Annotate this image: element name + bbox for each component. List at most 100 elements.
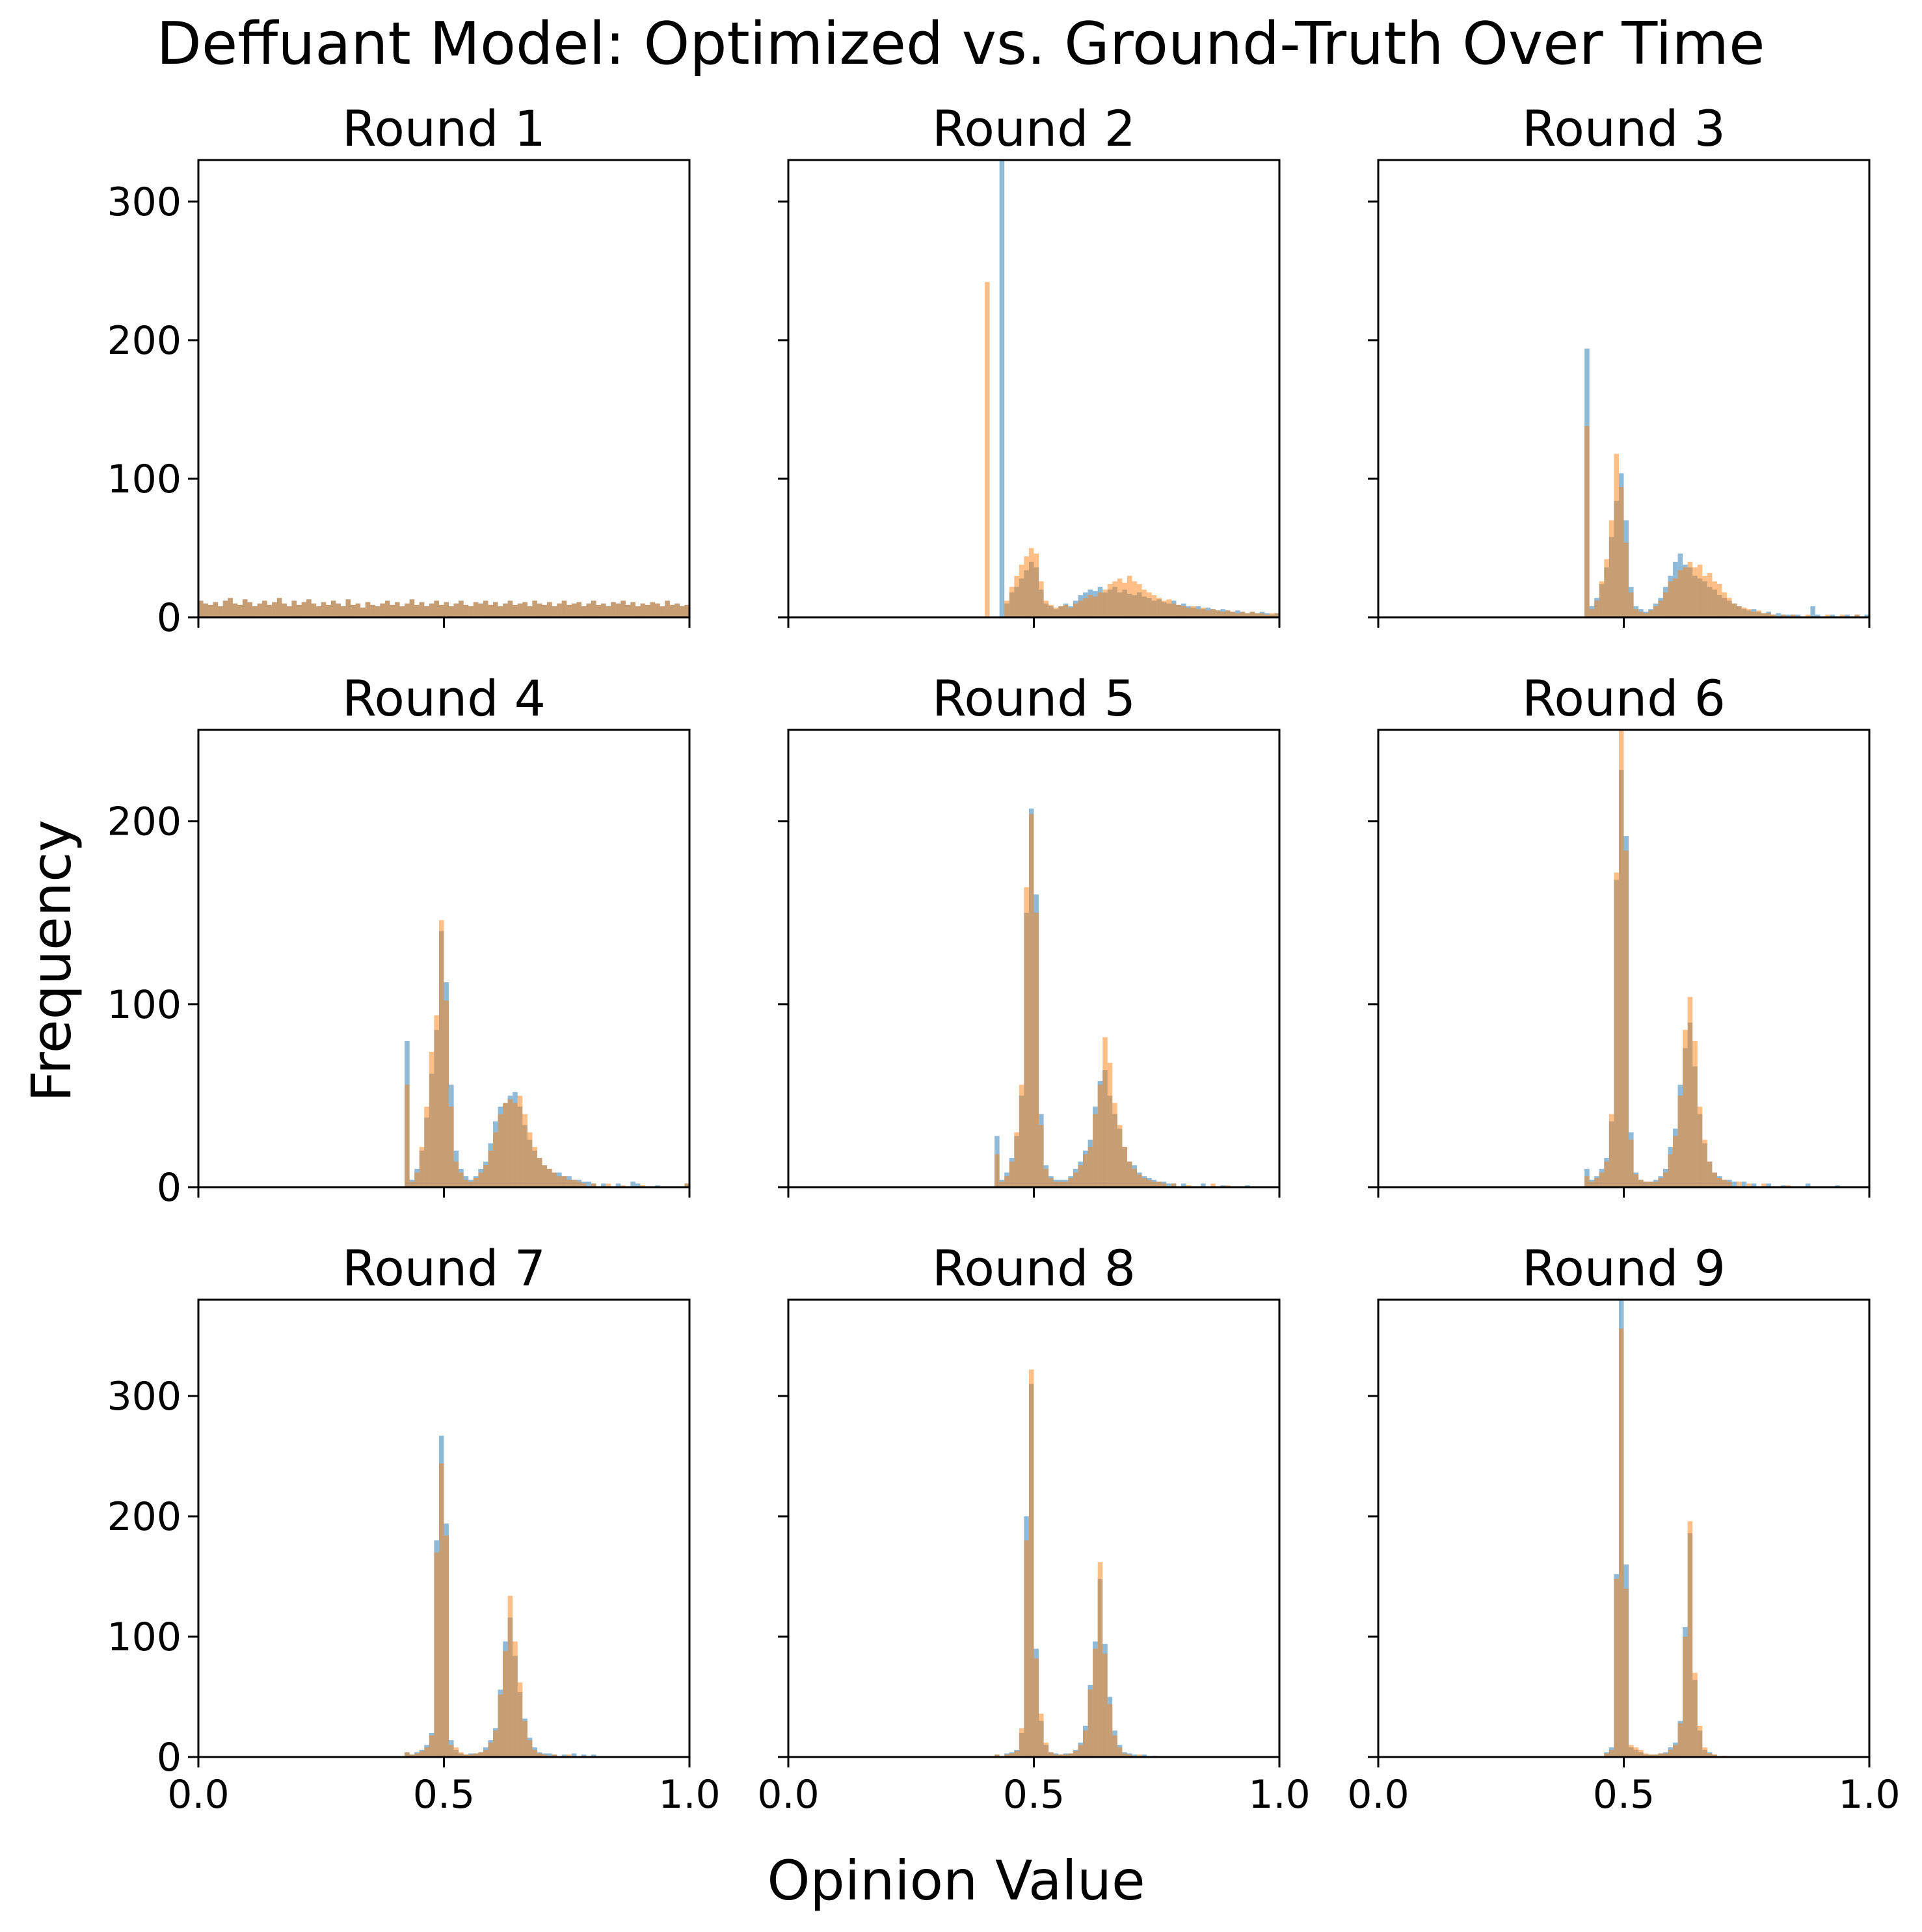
- histogram-bar-orange: [340, 606, 346, 617]
- histogram-bar-orange: [522, 1114, 527, 1187]
- histogram-bar-orange: [1662, 1172, 1668, 1187]
- x-tick-label: 1.0: [1838, 1772, 1900, 1818]
- histogram-bar-orange: [1589, 1181, 1595, 1187]
- histogram-bar-orange: [1088, 595, 1093, 617]
- histogram-bar-orange: [1731, 603, 1737, 617]
- bars-group: [405, 920, 689, 1187]
- histogram-bar-orange: [1058, 606, 1063, 617]
- histogram-bar-orange: [1702, 1747, 1707, 1757]
- histogram-bar-orange: [498, 1114, 503, 1187]
- histogram-bar-blue: [1776, 613, 1782, 617]
- histogram-bar-orange: [395, 602, 400, 617]
- histogram-bar-orange: [1093, 597, 1098, 617]
- histogram-bar-orange: [1220, 611, 1225, 617]
- histogram-bar-orange: [1608, 520, 1614, 617]
- histogram-bar-orange: [630, 602, 635, 617]
- histogram-bar-orange: [650, 602, 656, 617]
- histogram-bar-orange: [1633, 1174, 1639, 1187]
- histogram-bar-orange: [208, 604, 213, 617]
- histogram-bar-orange: [1127, 1754, 1132, 1757]
- histogram-bar-orange: [542, 1754, 548, 1757]
- histogram-bar-orange: [1053, 1181, 1059, 1187]
- histogram-bar-orange: [537, 1753, 542, 1757]
- x-tick-label: 0.0: [757, 1772, 819, 1818]
- histogram-bar-orange: [507, 1596, 513, 1757]
- histogram-bar-orange: [1083, 598, 1088, 617]
- histogram-bar-orange: [1073, 1751, 1078, 1757]
- histogram-bar-orange: [419, 1147, 425, 1187]
- histogram-bar-orange: [1043, 600, 1049, 617]
- histogram-bar-orange: [286, 606, 292, 617]
- histogram-bar-orange: [625, 604, 631, 617]
- histogram-bar-orange: [405, 603, 410, 617]
- histogram-bar-orange: [1210, 1183, 1216, 1187]
- histogram-bar-orange: [409, 1754, 415, 1757]
- histogram-bar-orange: [488, 1742, 493, 1757]
- histogram-bar-orange: [1014, 1751, 1019, 1757]
- histogram-bar-orange: [532, 600, 537, 617]
- histogram-bar-orange: [513, 1641, 518, 1757]
- histogram-bar-orange: [1658, 1753, 1663, 1757]
- histogram-bar-orange: [330, 600, 336, 617]
- histogram-bar-orange: [1697, 1107, 1703, 1187]
- histogram-bar-orange: [537, 603, 542, 617]
- histogram-bar-orange: [1156, 598, 1162, 617]
- histogram-bar-orange: [498, 1694, 503, 1757]
- histogram-bar-orange: [459, 600, 464, 617]
- histogram-bar-orange: [522, 1721, 527, 1757]
- histogram-bar-orange: [596, 604, 602, 617]
- y-tick-label: 100: [107, 982, 181, 1028]
- histogram-bar-orange: [434, 1552, 439, 1757]
- histogram-bar-orange: [247, 602, 253, 617]
- histogram-bar-orange: [1658, 600, 1663, 617]
- histogram-bar-orange: [409, 1181, 415, 1187]
- histogram-bar-orange: [1122, 582, 1127, 617]
- panel-round-2: Round 2: [778, 100, 1281, 628]
- histogram-bar-orange: [1107, 584, 1113, 617]
- histogram-bar-orange: [1058, 1754, 1063, 1757]
- histogram-bar-orange: [1107, 1062, 1113, 1187]
- histogram-bar-orange: [1102, 1037, 1108, 1187]
- histogram-bar-orange: [1132, 1168, 1138, 1187]
- histogram-bar-orange: [1078, 1745, 1083, 1757]
- histogram-bar-orange: [1117, 578, 1123, 617]
- histogram-bar-orange: [429, 603, 434, 617]
- histogram-bar-orange: [1063, 1754, 1069, 1757]
- histogram-bar-orange: [1584, 426, 1590, 617]
- histogram-bar-orange: [1068, 1753, 1073, 1757]
- histogram-bar-orange: [615, 603, 621, 617]
- histogram-bar-orange: [291, 600, 297, 617]
- histogram-bar-orange: [424, 606, 429, 617]
- histogram-bar-orange: [1048, 604, 1054, 617]
- histogram-bar-orange: [483, 1749, 488, 1757]
- histogram-bar-orange: [1009, 1753, 1015, 1757]
- histogram-bar-orange: [1039, 581, 1044, 617]
- x-tick-label: 0.0: [167, 1772, 229, 1818]
- histogram-bar-orange: [1746, 609, 1752, 617]
- histogram-bar-orange: [1751, 611, 1757, 617]
- histogram-bar-orange: [453, 603, 459, 617]
- x-axis-label: Opinion Value: [767, 1849, 1145, 1912]
- panel-round-6: Round 6: [1368, 669, 1871, 1198]
- histogram-bar-orange: [1805, 614, 1811, 617]
- histogram-bar-orange: [1677, 1723, 1683, 1757]
- histogram-bar-blue: [615, 1183, 621, 1187]
- histogram-bar-orange: [1687, 1521, 1693, 1757]
- histogram-bar-orange: [1589, 609, 1595, 617]
- histogram-bar-orange: [1791, 614, 1796, 617]
- histogram-bar-blue: [1731, 1181, 1737, 1187]
- histogram-bar-orange: [453, 1161, 459, 1187]
- histogram-bar-orange: [1097, 1084, 1103, 1187]
- histogram-bar-orange: [1825, 614, 1830, 617]
- histogram-bar-orange: [985, 282, 990, 617]
- histogram-bar-orange: [1107, 1704, 1113, 1757]
- histogram-bar-orange: [1102, 1653, 1108, 1757]
- histogram-bar-orange: [218, 606, 223, 617]
- histogram-bar-blue: [1741, 1181, 1747, 1187]
- histogram-bar-orange: [1058, 1181, 1063, 1187]
- histogram-bar-orange: [1151, 1181, 1157, 1187]
- histogram-bar-blue: [1810, 606, 1815, 617]
- histogram-bar-orange: [1048, 1177, 1054, 1187]
- histogram-bar-orange: [1638, 1179, 1644, 1187]
- histogram-bar-orange: [1039, 1713, 1044, 1757]
